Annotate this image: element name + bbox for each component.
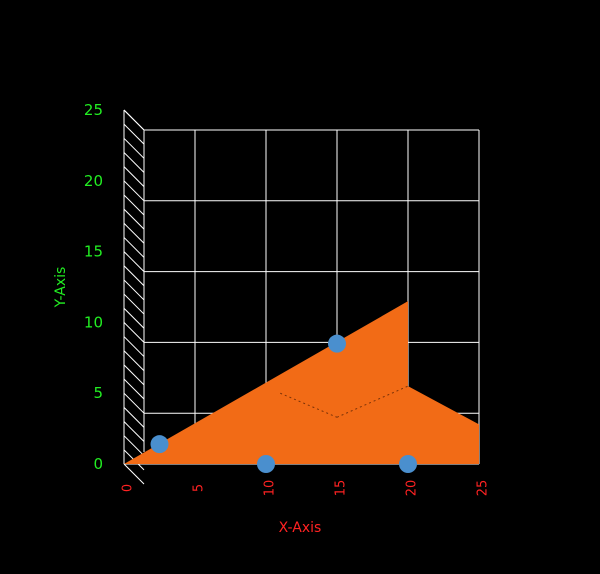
x-tick-labels: 0 5 10 15 20 25 bbox=[121, 480, 491, 497]
depth-grid-line bbox=[123, 407, 145, 428]
depth-grid-line bbox=[123, 279, 145, 301]
surface-layer bbox=[124, 301, 479, 464]
depth-grid-line bbox=[123, 463, 145, 485]
depth-grid-line bbox=[123, 180, 145, 202]
depth-grid-line bbox=[123, 123, 145, 145]
x-tick-label: 25 bbox=[476, 480, 491, 497]
depth-grid-line bbox=[123, 392, 145, 414]
y-tick-label: 25 bbox=[84, 101, 103, 119]
depth-grid-line bbox=[123, 137, 145, 159]
depth-grid-line bbox=[123, 237, 145, 258]
data-point bbox=[328, 334, 346, 353]
y-axis-title: Y-Axis bbox=[53, 267, 69, 309]
surface-inner-edge bbox=[280, 392, 338, 418]
data-point bbox=[150, 435, 169, 454]
x-tick-label: 0 bbox=[121, 484, 136, 492]
y-tick-label: 20 bbox=[84, 172, 103, 190]
data-point bbox=[399, 455, 417, 473]
surface-polygon bbox=[124, 301, 479, 464]
depth-grid-line bbox=[123, 222, 145, 244]
y-tick-label: 15 bbox=[84, 243, 103, 261]
depth-grid-line bbox=[123, 336, 145, 357]
x-tick-label: 15 bbox=[334, 480, 349, 497]
x-tick-label: 20 bbox=[405, 480, 420, 497]
depth-grid-line bbox=[123, 307, 145, 329]
depth-grid-line bbox=[123, 265, 145, 287]
depth-grid-line bbox=[123, 350, 145, 372]
depth-grid-line bbox=[123, 421, 145, 442]
depth-grid-line bbox=[123, 166, 145, 187]
depth-grid-line bbox=[123, 322, 145, 343]
depth-grid-line bbox=[123, 208, 145, 230]
y-tick-label: 10 bbox=[84, 313, 103, 331]
depth-grid-line bbox=[123, 152, 145, 173]
data-point bbox=[257, 455, 275, 473]
depth-grid-line bbox=[123, 364, 145, 386]
x-axis-title: X-Axis bbox=[279, 520, 322, 536]
y-tick-labels: 0 5 10 15 20 25 bbox=[84, 101, 103, 473]
y-tick-label: 0 bbox=[93, 455, 103, 473]
y-tick-label: 5 bbox=[93, 384, 103, 402]
depth-grid-line bbox=[123, 435, 145, 457]
depth-grid-line bbox=[123, 251, 145, 272]
x-tick-label: 5 bbox=[192, 484, 207, 492]
depth-grid-line bbox=[123, 194, 145, 216]
depth-grid-line bbox=[123, 109, 145, 131]
x-tick-label: 10 bbox=[263, 480, 278, 497]
points-layer bbox=[150, 334, 417, 473]
depth-grid-line bbox=[123, 293, 145, 315]
depth-grid-line bbox=[123, 378, 145, 400]
